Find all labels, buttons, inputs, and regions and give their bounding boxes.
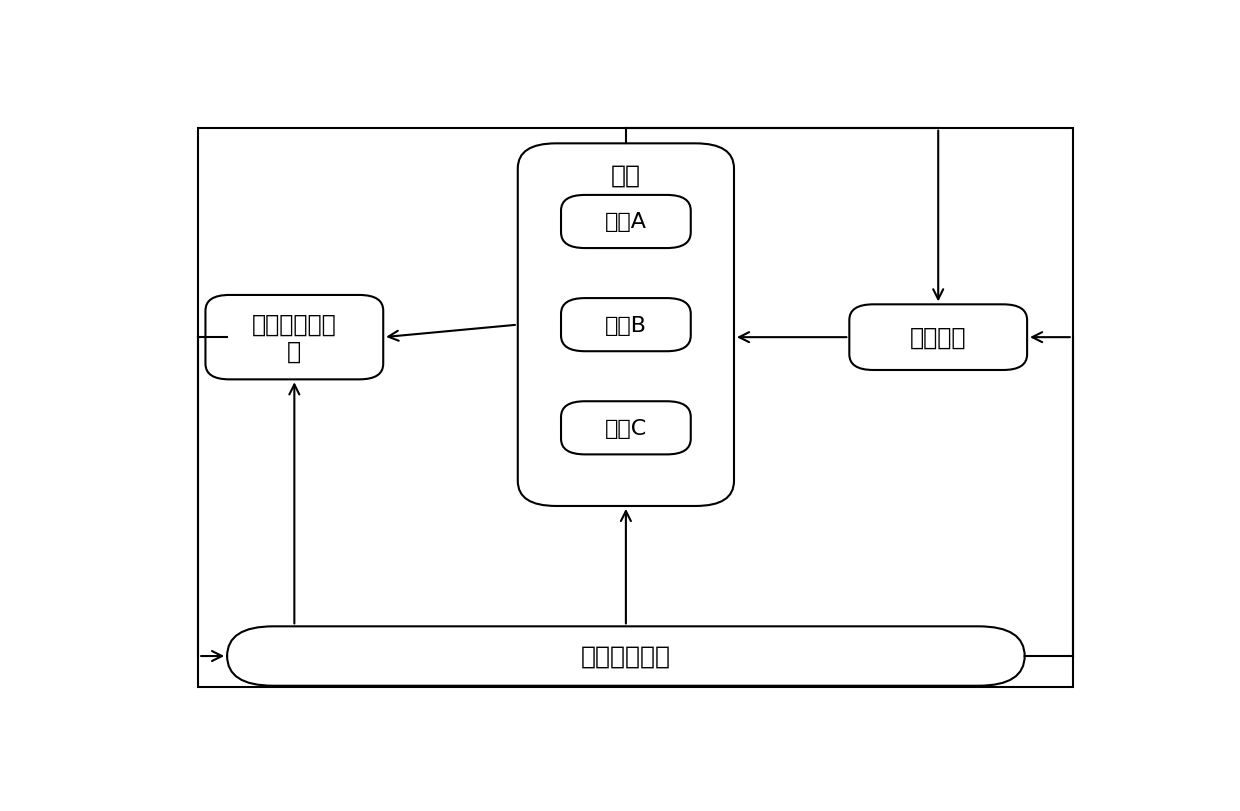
- Text: 实体B: 实体B: [605, 315, 647, 335]
- FancyBboxPatch shape: [206, 295, 383, 380]
- Text: 环境模拟: 环境模拟: [910, 326, 966, 350]
- FancyBboxPatch shape: [560, 298, 691, 352]
- Text: 实体C: 实体C: [605, 418, 647, 438]
- FancyBboxPatch shape: [560, 401, 691, 455]
- Text: 实体A: 实体A: [605, 212, 647, 232]
- Text: 仿真控制管理: 仿真控制管理: [580, 644, 671, 668]
- FancyBboxPatch shape: [849, 305, 1027, 371]
- Text: 数据收集与分
析: 数据收集与分 析: [252, 312, 337, 363]
- FancyBboxPatch shape: [518, 144, 734, 506]
- FancyBboxPatch shape: [227, 627, 1024, 686]
- Text: 节点: 节点: [611, 163, 641, 187]
- Bar: [198, 128, 1073, 688]
- FancyBboxPatch shape: [560, 195, 691, 249]
